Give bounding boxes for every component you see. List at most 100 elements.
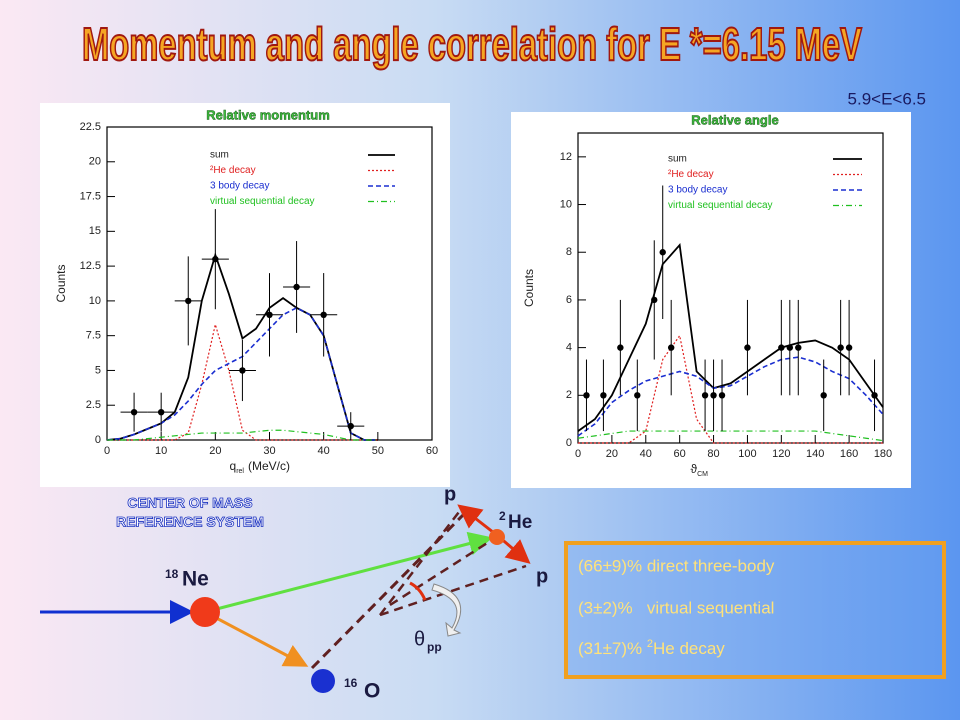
x-tick-label: 0	[575, 448, 581, 460]
x-axis-symbol: ϑ	[691, 462, 698, 476]
data-point	[617, 344, 624, 351]
legend-label: 3 body decay	[210, 181, 270, 192]
he-arrow	[204, 531, 493, 614]
data-point	[667, 344, 675, 351]
legend-label: virtual sequential decay	[668, 200, 773, 211]
x-tick-label: 60	[674, 448, 686, 460]
slide-title: Momentum and angle correlation for E *=6…	[82, 18, 862, 70]
o-mass: 16	[344, 676, 358, 690]
x-tick-label: 40	[318, 445, 330, 457]
x-tick-label: 180	[874, 448, 892, 460]
x-axis-label: ϑCM	[691, 462, 709, 478]
x-axis-symbol: q	[230, 459, 237, 473]
data-point	[744, 344, 751, 351]
chart: Relative momentum 0 10 20 30 40 50 60 0 2.5 5 7.5 10…	[40, 103, 450, 487]
chart-panel	[40, 103, 450, 487]
data-point	[651, 296, 658, 304]
x-tick-label: 60	[426, 445, 438, 457]
data-point	[795, 344, 802, 351]
y-axis-label: Counts	[54, 264, 68, 302]
data-point	[659, 249, 666, 256]
result: (31±7)% 2He decay	[578, 638, 725, 659]
results-box: (66±9)% direct three-body (3±2)% virtual…	[564, 541, 946, 679]
legend-label: 3 body decay	[668, 185, 728, 196]
theta-sub: pp	[427, 640, 442, 654]
data-point	[130, 408, 138, 416]
he-dash	[389, 536, 496, 607]
legend-label: ²He decay	[210, 165, 256, 176]
data-point	[347, 422, 354, 430]
chart-title: Relative momentum	[206, 107, 330, 122]
data-point	[845, 344, 853, 351]
curve	[106, 252, 378, 441]
y-tick-label: 2.5	[86, 399, 101, 411]
x-tick-label: 50	[372, 445, 384, 457]
result: (66±9)% direct three-body	[578, 556, 775, 575]
y-tick-label: 0	[95, 434, 101, 446]
x-tick-label: 0	[104, 445, 110, 457]
data-point	[778, 344, 785, 351]
result-part: (31±7)%	[578, 639, 647, 658]
data-point	[212, 255, 219, 263]
x-tick-label: 10	[155, 445, 167, 457]
legend-label: virtual sequential decay	[210, 196, 315, 207]
x-tick-label: 160	[840, 448, 858, 460]
x-axis-unit: (MeV/c)	[248, 459, 290, 473]
x-tick-label: 120	[772, 448, 790, 460]
x-tick-label: 100	[738, 448, 756, 460]
data-point	[837, 344, 844, 351]
legend-label: sum	[210, 150, 229, 161]
results-frame	[564, 541, 946, 679]
x-tick-label: 40	[640, 448, 652, 460]
data-point	[710, 392, 717, 399]
data-point	[871, 392, 878, 399]
result-sup: 2	[647, 638, 653, 650]
o-arrow	[204, 610, 309, 667]
curve	[577, 243, 884, 432]
x-tick-label: 30	[263, 445, 275, 457]
data-point	[820, 392, 827, 399]
theta-arc	[409, 581, 427, 601]
he-mass: 2	[499, 509, 506, 523]
o-nucleus	[311, 669, 335, 693]
data-point	[718, 392, 726, 399]
subtitle: 5.9<E<6.5	[848, 89, 926, 108]
theta-label: θ	[414, 628, 425, 650]
diagram: CENTER OF MASS REFERENCE SYSTEM 18 Ne 2 …	[40, 483, 548, 703]
y-tick-label: 15	[89, 225, 101, 237]
data-point	[320, 311, 327, 318]
chart: Relative angle 0 20 40 60 80 100 120 140 160 180 0 2…	[511, 112, 911, 488]
y-axis-label: Counts	[522, 269, 536, 307]
data-point	[600, 392, 607, 399]
result: (3±2)% virtual sequential	[578, 598, 774, 617]
data-point	[157, 408, 165, 416]
x-axis-sub: CM	[697, 471, 708, 478]
legend-label: sum	[668, 154, 687, 165]
data-point	[185, 297, 192, 305]
diagram-heading: CENTER OF MASS	[127, 495, 252, 511]
y-tick-label: 4	[566, 342, 572, 354]
data-point	[266, 311, 273, 318]
data-point	[786, 344, 794, 351]
x-tick-label: 80	[707, 448, 719, 460]
x-tick-label: 20	[209, 445, 221, 457]
data-point	[583, 392, 590, 399]
ne-symbol: Ne	[182, 568, 209, 591]
he-symbol: He	[508, 512, 532, 533]
y-tick-label: 7.5	[86, 330, 101, 342]
y-tick-label: 2	[566, 389, 572, 401]
data-point	[634, 392, 641, 399]
data-point	[701, 392, 709, 399]
x-axis-sub: rel	[236, 468, 244, 475]
data-point	[239, 367, 246, 374]
x-axis-label: qrel (MeV/c)	[230, 459, 290, 475]
curve	[107, 429, 378, 441]
p-label: p	[444, 483, 456, 505]
diagram-heading: REFERENCE SYSTEM	[116, 514, 264, 530]
curve	[107, 322, 378, 441]
he-nucleus	[489, 529, 505, 545]
y-tick-label: 8	[566, 246, 572, 258]
legend-label: ²He decay	[668, 169, 714, 180]
